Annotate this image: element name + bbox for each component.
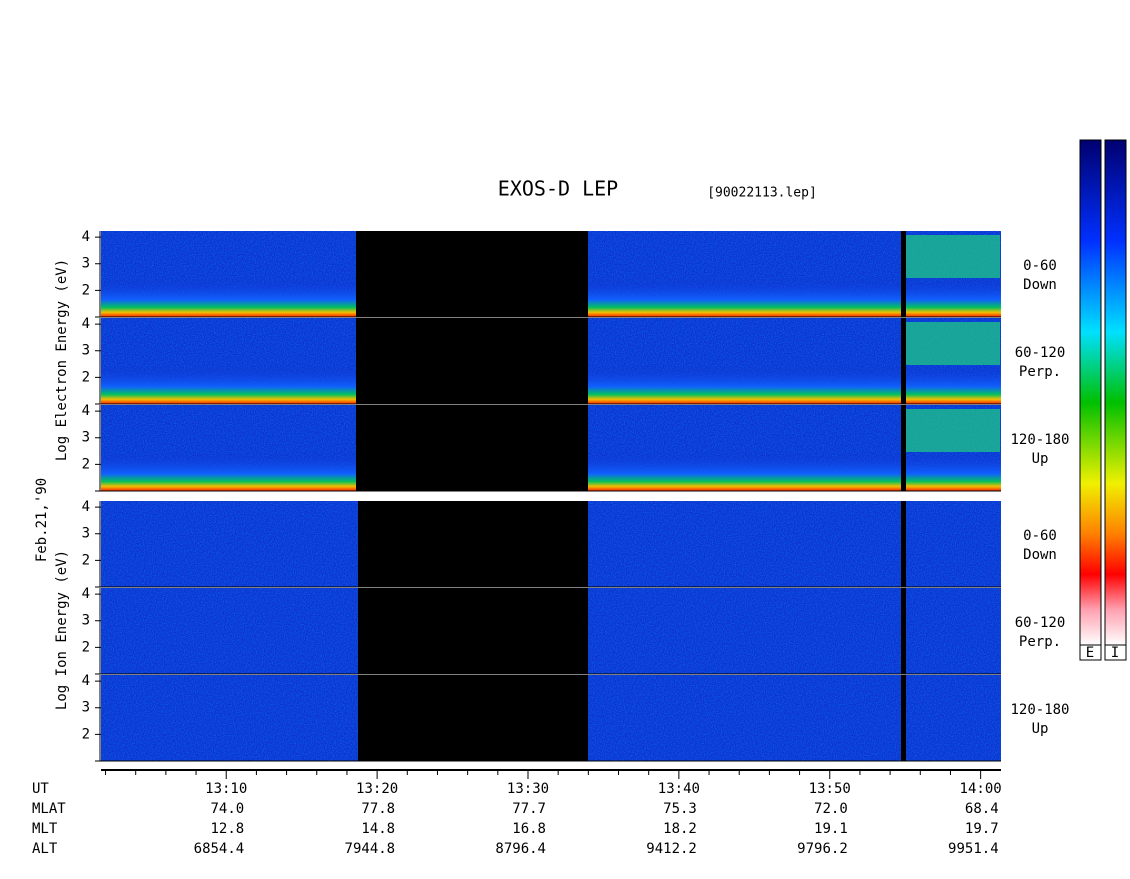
chart-title: EXOS-D LEP — [498, 177, 618, 201]
data-gap — [356, 318, 588, 404]
y-tick-label: 4 — [82, 403, 90, 419]
y-tick-label: 3 — [82, 343, 90, 359]
y-tick-label: 2 — [82, 639, 90, 655]
panel-label: Up — [1032, 721, 1049, 737]
row-label: MLAT — [32, 801, 66, 817]
spectrogram-feature — [905, 235, 1000, 278]
panel-label: Up — [1032, 451, 1049, 467]
x-tick-label: 13:50 — [809, 781, 851, 797]
colorbar-box — [1079, 644, 1102, 661]
ephemeris-value: 77.8 — [361, 801, 395, 817]
data-gap — [901, 231, 906, 317]
y-axis-label: Log Electron Energy (eV) — [54, 259, 70, 461]
data-gap — [356, 231, 588, 317]
row-label: UT — [32, 781, 49, 797]
y-tick-label: 3 — [82, 613, 90, 629]
data-gap — [358, 588, 588, 674]
y-tick-label: 3 — [82, 430, 90, 446]
colorbar-label: E — [1086, 645, 1094, 661]
data-gap — [901, 675, 906, 761]
panel-label: 120-180 — [1010, 432, 1069, 448]
ephemeris-value: 12.8 — [211, 821, 245, 837]
y-tick-label: 4 — [82, 586, 90, 602]
colorbar — [1079, 139, 1102, 646]
y-tick-label: 3 — [82, 526, 90, 542]
x-tick-label: 14:00 — [960, 781, 1002, 797]
ephemeris-value: 8796.4 — [495, 841, 546, 857]
ephemeris-value: 9951.4 — [948, 841, 999, 857]
data-gap — [901, 588, 906, 674]
panel-label: 120-180 — [1010, 702, 1069, 718]
y-tick-label: 2 — [82, 369, 90, 385]
colorbar — [1104, 139, 1127, 646]
y-tick-label: 3 — [82, 700, 90, 716]
ephemeris-value: 68.4 — [965, 801, 999, 817]
data-gap — [356, 405, 588, 491]
y-tick-label: 2 — [82, 552, 90, 568]
ephemeris-value: 77.7 — [512, 801, 546, 817]
y-tick-label: 3 — [82, 256, 90, 272]
ephemeris-value: 6854.4 — [194, 841, 245, 857]
file-name: [90022113.lep] — [707, 186, 817, 201]
row-label: ALT — [32, 841, 58, 857]
panel-label: Perp. — [1019, 634, 1061, 650]
row-label: MLT — [32, 821, 58, 837]
panel-label: 0-60 — [1023, 258, 1057, 274]
ephemeris-value: 19.7 — [965, 821, 999, 837]
x-tick-label: 13:40 — [658, 781, 700, 797]
spectrogram-feature — [905, 409, 1000, 452]
panel-label: 60-120 — [1015, 345, 1066, 361]
ephemeris-value: 14.8 — [361, 821, 395, 837]
x-tick-label: 13:20 — [356, 781, 398, 797]
ephemeris-value: 74.0 — [211, 801, 245, 817]
data-gap — [358, 675, 588, 761]
y-tick-label: 4 — [82, 316, 90, 332]
panel-label: 0-60 — [1023, 528, 1057, 544]
colorbar-label: I — [1111, 645, 1119, 661]
data-gap — [901, 318, 906, 404]
x-tick-label: 13:10 — [205, 781, 247, 797]
date-label: Feb.21,'90 — [34, 478, 50, 562]
x-tick-label: 13:30 — [507, 781, 549, 797]
y-tick-label: 4 — [82, 673, 90, 689]
ephemeris-value: 18.2 — [663, 821, 697, 837]
panel-label: Perp. — [1019, 364, 1061, 380]
spectrogram-feature — [905, 322, 1000, 365]
data-gap — [901, 501, 906, 587]
colorbar-box — [1104, 644, 1127, 661]
y-tick-label: 4 — [82, 229, 90, 245]
panel-label: Down — [1023, 277, 1057, 293]
y-tick-label: 2 — [82, 282, 90, 298]
y-axis-label: Log Ion Energy (eV) — [54, 550, 70, 710]
ephemeris-value: 75.3 — [663, 801, 697, 817]
panel-label: Down — [1023, 547, 1057, 563]
ephemeris-value: 9412.2 — [646, 841, 697, 857]
panel-label: 60-120 — [1015, 615, 1066, 631]
y-tick-label: 4 — [82, 499, 90, 515]
ephemeris-value: 19.1 — [814, 821, 848, 837]
ephemeris-value: 16.8 — [512, 821, 546, 837]
data-gap — [358, 501, 588, 587]
data-gap — [901, 405, 906, 491]
ephemeris-value: 7944.8 — [345, 841, 396, 857]
y-tick-label: 2 — [82, 726, 90, 742]
ephemeris-value: 9796.2 — [797, 841, 848, 857]
ephemeris-value: 72.0 — [814, 801, 848, 817]
y-tick-label: 2 — [82, 456, 90, 472]
